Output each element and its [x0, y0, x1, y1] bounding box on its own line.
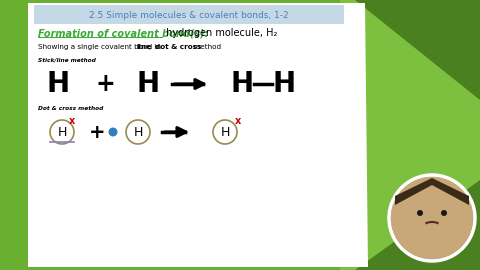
Text: H: H [133, 126, 143, 139]
Text: Formation of covalent bond(s):: Formation of covalent bond(s): [38, 28, 208, 38]
Circle shape [417, 210, 423, 216]
Text: H: H [136, 70, 159, 98]
Circle shape [391, 177, 473, 259]
Text: dot & cross: dot & cross [155, 44, 201, 50]
Text: 2.5 Simple molecules & covalent bonds, 1-2: 2.5 Simple molecules & covalent bonds, 1… [89, 11, 289, 20]
Circle shape [389, 175, 475, 261]
Text: ,: , [149, 44, 154, 50]
Text: +: + [95, 72, 115, 96]
Polygon shape [28, 3, 368, 267]
Text: line: line [136, 44, 151, 50]
Text: H: H [230, 70, 253, 98]
Text: Showing a single covalent bond in: Showing a single covalent bond in [38, 44, 163, 50]
FancyBboxPatch shape [34, 5, 344, 24]
Polygon shape [395, 178, 469, 205]
Text: +: + [89, 123, 105, 141]
Circle shape [108, 127, 118, 137]
Text: x: x [235, 116, 241, 126]
Polygon shape [355, 180, 480, 270]
Text: Stick/line method: Stick/line method [38, 58, 96, 62]
Polygon shape [340, 0, 480, 270]
Circle shape [441, 210, 447, 216]
Text: H: H [47, 70, 70, 98]
Polygon shape [355, 0, 480, 100]
Polygon shape [0, 0, 28, 270]
Text: H: H [273, 70, 296, 98]
Text: H: H [220, 126, 230, 139]
Text: hydrogen molecule, H₂: hydrogen molecule, H₂ [163, 28, 277, 38]
Text: H: H [57, 126, 67, 139]
Text: method: method [191, 44, 221, 50]
Text: x: x [69, 116, 75, 126]
Text: Dot & cross method: Dot & cross method [38, 106, 103, 110]
